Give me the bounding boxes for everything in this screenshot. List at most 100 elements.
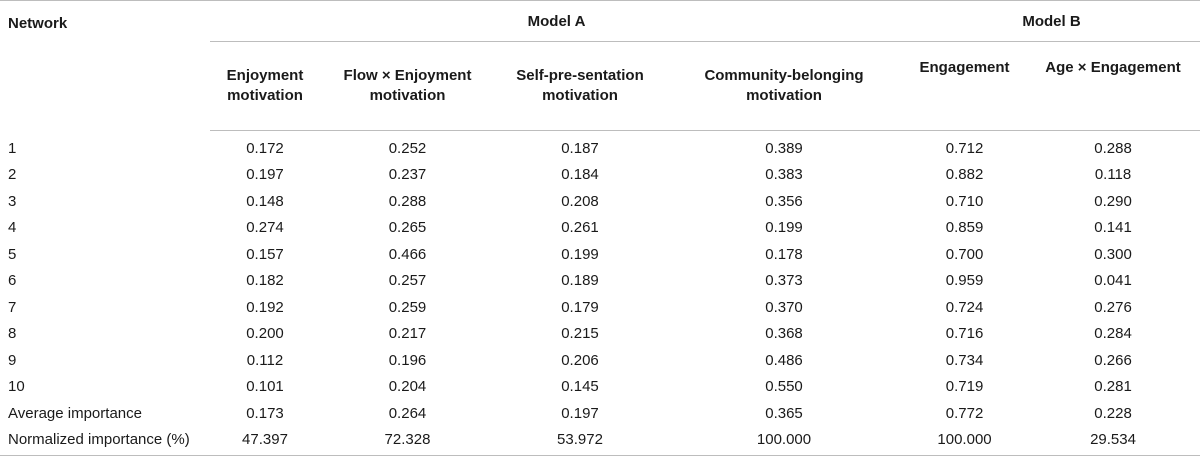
table-cell: 0.200	[246, 325, 284, 343]
table-cell: 0.389	[765, 139, 803, 157]
table-cell: 0.700	[945, 245, 984, 263]
table-cell: 0.288	[1094, 139, 1132, 157]
table-cell: 0.101	[246, 378, 284, 396]
header-column-row: Enjoyment motivation Flow × Enjoyment moti…	[0, 41, 1200, 131]
table-cell: 0.041	[1094, 272, 1132, 290]
table-cell: 0.259	[388, 298, 427, 316]
table-cell: 0.252	[388, 139, 427, 157]
table-cell: 0.261	[561, 219, 599, 237]
table-cell: 0.112	[246, 351, 284, 369]
table-cell: 53.972	[495, 426, 665, 456]
table-cell: 0.208	[561, 192, 599, 210]
table-cell: 0.184	[561, 166, 599, 184]
row-label: 3	[8, 192, 17, 210]
table-row: 6 0.182 0.257 0.189 0.373 0.959 0.041	[0, 268, 1200, 295]
table-cell: 0.365	[765, 404, 803, 422]
table-cell: 0.373	[765, 272, 803, 290]
table-cell: 0.199	[765, 219, 803, 237]
row-label: Average importance	[8, 404, 142, 422]
table-header: Network Model A Model B Enjoyment motivat…	[0, 0, 1200, 131]
table-cell: 0.172	[246, 139, 284, 157]
table-cell: 0.206	[561, 351, 599, 369]
table-cell: 0.276	[1094, 298, 1132, 316]
table-row: 8 0.200 0.217 0.215 0.368 0.716 0.284	[0, 321, 1200, 348]
table-cell: 0.368	[765, 325, 803, 343]
table-row: 3 0.148 0.288 0.208 0.356 0.710 0.290	[0, 188, 1200, 215]
table-cell: 0.197	[561, 404, 599, 422]
table-cell: 0.274	[246, 219, 284, 237]
table-cell: 0.264	[388, 404, 427, 422]
table-cell: 0.179	[561, 298, 599, 316]
table-cell: 0.284	[1094, 325, 1132, 343]
model-a-header: Model A	[210, 0, 904, 42]
column-header-enjoyment: Enjoyment motivation	[210, 41, 320, 131]
table-cell: 0.370	[765, 298, 803, 316]
table-cell: 0.281	[1094, 378, 1132, 396]
table-cell: 0.859	[945, 219, 984, 237]
table-cell: 0.724	[945, 298, 984, 316]
table-cell: 47.397	[210, 426, 320, 456]
table-cell: 0.772	[945, 404, 984, 422]
table-cell: 0.288	[388, 192, 427, 210]
table-cell: 0.959	[945, 272, 984, 290]
table-row: 4 0.274 0.265 0.261 0.199 0.859 0.141	[0, 215, 1200, 242]
header-group-row: Network Model A Model B	[0, 0, 1200, 131]
table-row: 9 0.112 0.196 0.206 0.486 0.734 0.266	[0, 347, 1200, 374]
table-cell: 0.173	[246, 404, 284, 422]
network-header: Network	[0, 0, 210, 131]
column-header-self-presentation: Self-pre-sentation motivation	[495, 41, 665, 131]
table-cell: 0.217	[388, 325, 427, 343]
table-cell: 0.257	[388, 272, 427, 290]
row-label: 8	[8, 325, 17, 343]
column-header-flow-enjoyment: Flow × Enjoyment motivation	[320, 41, 495, 131]
table-cell: 0.383	[765, 166, 803, 184]
table-cell: 72.328	[320, 426, 495, 456]
table-cell: 0.266	[1094, 351, 1132, 369]
row-label: 2	[8, 166, 17, 184]
table-cell: 0.550	[765, 378, 803, 396]
table-row: 7 0.192 0.259 0.179 0.370 0.724 0.276	[0, 294, 1200, 321]
table-body: 1 0.172 0.252 0.187 0.389 0.712 0.288 2 0.197 0.2…	[0, 131, 1200, 456]
table-cell: 0.466	[388, 245, 427, 263]
row-label: 10	[8, 378, 25, 396]
table-cell: 0.148	[246, 192, 284, 210]
row-label: Normalized importance (%)	[0, 426, 210, 456]
table-cell: 0.157	[246, 245, 284, 263]
table-row: Normalized importance (%) 47.397 72.328 53.…	[0, 426, 1200, 456]
column-header-engagement: Engagement	[903, 41, 1027, 131]
table-cell: 0.199	[561, 245, 599, 263]
table-cell: 0.719	[945, 378, 984, 396]
table-cell: 0.265	[388, 219, 427, 237]
table-cell: 0.141	[1094, 219, 1132, 237]
table-cell: 0.215	[561, 325, 599, 343]
table-cell: 0.734	[945, 351, 984, 369]
table-row: 1 0.172 0.252 0.187 0.389 0.712 0.288	[0, 131, 1200, 162]
table-cell: 100.000	[665, 426, 904, 456]
table-cell: 0.192	[246, 298, 284, 316]
column-header-community-belonging: Community-belonging motivation	[665, 41, 904, 131]
table-cell: 0.187	[561, 139, 599, 157]
row-label: 4	[8, 219, 17, 237]
column-header-age-engagement: Age × Engagement	[1026, 41, 1200, 131]
table-cell: 0.290	[1094, 192, 1132, 210]
table-cell: 0.228	[1094, 404, 1132, 422]
table-cell: 0.300	[1094, 245, 1132, 263]
row-label: 1	[8, 139, 17, 157]
table-cell: 0.882	[945, 166, 984, 184]
table-cell: 0.204	[388, 378, 427, 396]
table-cell: 29.534	[1026, 426, 1200, 456]
table-row: 2 0.197 0.237 0.184 0.383 0.882 0.118	[0, 162, 1200, 189]
table-cell: 100.000	[903, 426, 1027, 456]
table-cell: 0.486	[765, 351, 803, 369]
table-row: 5 0.157 0.466 0.199 0.178 0.700 0.300	[0, 241, 1200, 268]
table-cell: 0.196	[388, 351, 427, 369]
table-cell: 0.716	[945, 325, 984, 343]
table-cell: 0.197	[246, 166, 284, 184]
table-cell: 0.712	[945, 139, 984, 157]
table-cell: 0.178	[765, 245, 803, 263]
row-label: 9	[8, 351, 17, 369]
row-label: 5	[8, 245, 17, 263]
table-cell: 0.182	[246, 272, 284, 290]
